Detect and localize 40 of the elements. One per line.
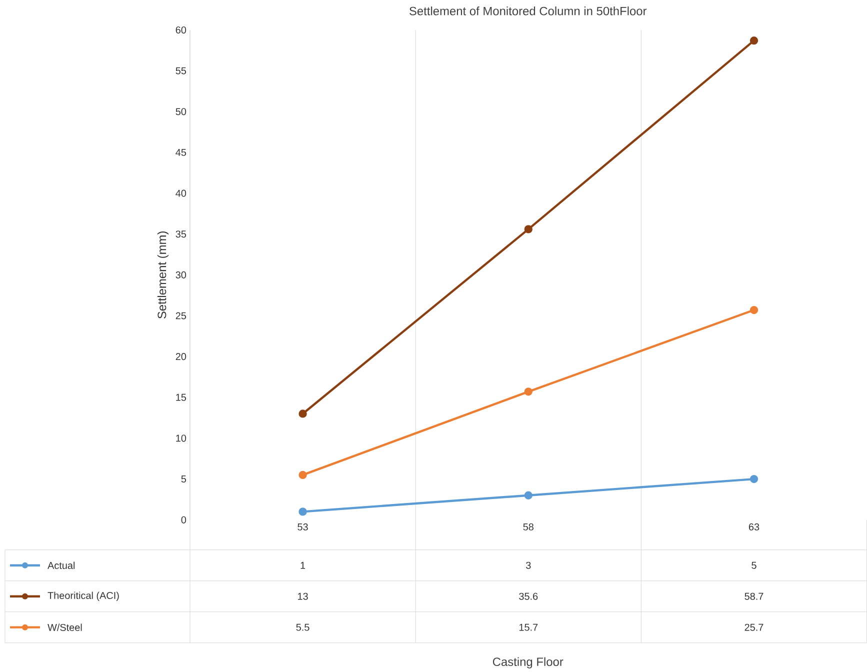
legend-label: Actual	[48, 562, 75, 570]
data-label: 5	[752, 562, 756, 569]
y-tick-label: 10	[176, 434, 186, 442]
point	[298, 471, 307, 480]
y-tick-label: 0	[181, 516, 186, 524]
data-label: 15.7	[519, 624, 538, 631]
y-axis-title: Settlement (mm)	[157, 232, 169, 319]
point	[298, 410, 307, 418]
data-label: 5.5	[296, 624, 310, 631]
point	[524, 225, 532, 234]
y-tick-label: 30	[176, 272, 186, 279]
y-tick-label: 60	[176, 26, 186, 34]
x-tick-label: 63	[748, 524, 760, 531]
legend-label: Theoritical (ACI)	[48, 592, 119, 602]
y-tick-label: 45	[176, 149, 186, 156]
y-tick-label: 40	[176, 190, 186, 197]
y-tick-label: 20	[176, 353, 186, 360]
y-tick-label: 55	[176, 67, 186, 74]
point	[298, 508, 307, 516]
y-tick-label: 25	[176, 312, 186, 320]
x-tick-label: 53	[298, 524, 308, 531]
data-label: 35.6	[519, 592, 538, 600]
x-tick-label: 58	[523, 524, 534, 531]
data-label: 13	[298, 592, 308, 600]
data-label: 25.7	[744, 624, 764, 631]
data-label: 1	[300, 562, 306, 569]
point	[524, 388, 532, 396]
point	[750, 475, 758, 484]
point	[750, 36, 758, 45]
y-tick-label: 5	[181, 476, 186, 483]
y-tick-label: 15	[176, 394, 186, 401]
point	[524, 491, 532, 500]
y-tick-label: 35	[176, 230, 186, 238]
data-label: 58.7	[744, 592, 764, 600]
legend-label: W/Steel	[48, 624, 82, 632]
text: Casting Floor	[492, 657, 564, 669]
data-label: 3	[526, 562, 531, 570]
chart-title: Settlement of Monitored Column in 50thFloor	[410, 6, 647, 16]
point	[750, 306, 758, 314]
y-tick-label: 50	[176, 108, 186, 116]
